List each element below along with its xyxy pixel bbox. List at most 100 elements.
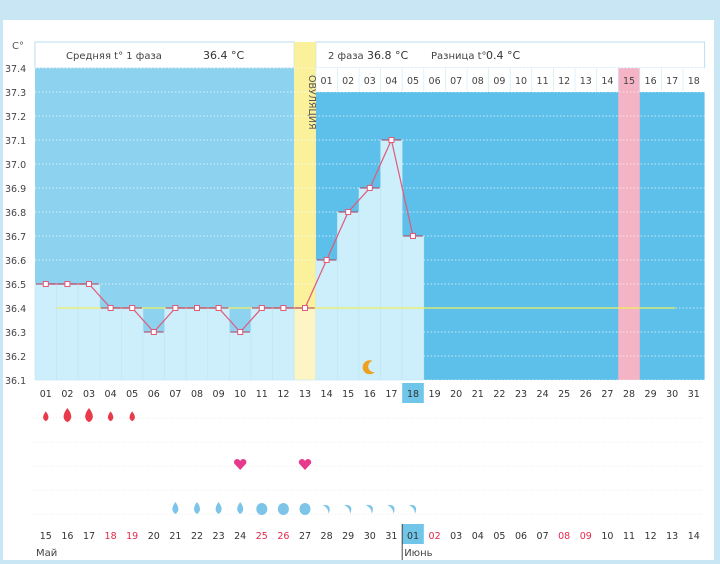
temperature-point[interactable]: [215, 305, 222, 311]
calendar-date-label: 24: [234, 531, 246, 542]
temperature-bar: [56, 283, 79, 381]
calendar-date-label: 21: [169, 531, 181, 542]
y-tick-label: 37.2: [5, 112, 26, 123]
temperature-point[interactable]: [172, 305, 179, 311]
calendar-date-label: 08: [558, 531, 570, 542]
cycle-day-label: 03: [83, 389, 95, 400]
discharge-drop-icon: [194, 502, 200, 514]
cycle-day-label: 29: [645, 389, 657, 400]
highlight-day-column: [618, 68, 640, 380]
calendar-date-label: 02: [429, 531, 441, 542]
temperature-bar: [164, 307, 187, 381]
temperature-bar: [207, 307, 230, 381]
phase2-average-label: 2 фаза: [328, 51, 364, 62]
calendar-date-label: 25: [256, 531, 268, 542]
temperature-point[interactable]: [366, 185, 373, 191]
temperature-bar: [337, 211, 360, 381]
calendar-date-label: 09: [580, 531, 592, 542]
temperature-bar: [77, 283, 101, 381]
cycle-day-label: 02: [61, 389, 73, 400]
cycle-day-label: 31: [688, 389, 700, 400]
cycle-day-label: 21: [472, 389, 484, 400]
cycle-day-label: 20: [450, 389, 462, 400]
y-tick-label: 36.6: [5, 256, 26, 267]
cycle-day-label: 07: [169, 389, 181, 400]
temperature-point[interactable]: [258, 305, 265, 311]
discharge-hook-icon: [322, 504, 330, 514]
temperature-bar: [358, 187, 381, 381]
temperature-point[interactable]: [64, 281, 71, 287]
cycle-day-label: 26: [580, 389, 592, 400]
temperature-bar: [121, 307, 144, 381]
cycle-day-label: 16: [364, 389, 376, 400]
temperature-point[interactable]: [302, 305, 308, 311]
calendar-date-label: 07: [537, 531, 549, 542]
temperature-point[interactable]: [194, 305, 200, 311]
calendar-date-label: 19: [126, 531, 138, 542]
cycle-day-label: 01: [40, 389, 52, 400]
calendar-date-label: 18: [105, 531, 117, 542]
calendar-date-label: 30: [364, 531, 376, 542]
cycle-day-label: 30: [666, 389, 678, 400]
y-tick-label: 36.3: [5, 328, 26, 339]
cycle-day-label: 17: [385, 389, 397, 400]
calendar-date-label: 23: [213, 531, 225, 542]
temperature-point[interactable]: [323, 257, 330, 263]
temperature-point[interactable]: [129, 305, 136, 311]
period-drop-icon: [107, 411, 114, 422]
calendar-date-label: 28: [321, 531, 333, 542]
discharge-hook-icon: [409, 504, 417, 514]
y-tick-label: 36.7: [5, 232, 26, 243]
cycle-day-label: 05: [126, 389, 138, 400]
month-label-current: Май: [36, 548, 57, 559]
temperature-point[interactable]: [86, 281, 92, 287]
y-axis-unit: C°: [12, 41, 24, 52]
phase2-day-label: 05: [407, 76, 419, 87]
calendar-date-label: 17: [83, 531, 95, 542]
cycle-day-label: 23: [515, 389, 527, 400]
cycle-day-label: 14: [321, 389, 333, 400]
calendar-date-label: 27: [299, 531, 311, 542]
temperature-point[interactable]: [410, 233, 416, 239]
temperature-line: [45, 138, 414, 333]
temperature-point[interactable]: [388, 137, 395, 143]
phase2-day-label: 02: [342, 76, 354, 87]
heart-icon: [298, 459, 312, 470]
temperature-point[interactable]: [42, 281, 49, 287]
temperature-point[interactable]: [107, 305, 114, 311]
phase1-average-value: 36.4 °C: [203, 49, 244, 62]
cycle-day-label: 22: [493, 389, 505, 400]
temperature-point[interactable]: [150, 329, 157, 335]
temperature-bar: [185, 307, 209, 381]
calendar-date-label: 20: [148, 531, 160, 542]
temperature-bar: [250, 307, 273, 381]
cycle-day-label: 06: [148, 389, 160, 400]
discharge-blob-icon: [277, 503, 289, 515]
period-drop-icon: [129, 411, 135, 422]
cycle-day-label: 15: [342, 389, 354, 400]
calendar-date-label: 29: [342, 531, 354, 542]
cycle-day-label: 13: [299, 389, 311, 400]
temperature-point[interactable]: [280, 305, 287, 311]
y-tick-label: 37.0: [5, 160, 26, 171]
phase2-day-label: 07: [450, 76, 462, 87]
phase2-day-label: 16: [645, 76, 657, 87]
calendar-date-label: 14: [688, 531, 700, 542]
calendar-date-label: 16: [61, 531, 73, 542]
cycle-day-label: 28: [623, 389, 635, 400]
phase2-header: [315, 41, 706, 69]
cycle-day-label: 27: [601, 389, 613, 400]
period-drop-icon: [43, 411, 49, 422]
temperature-bar: [34, 283, 57, 381]
phase2-day-label: 15: [623, 76, 635, 87]
period-drop-icon: [85, 408, 93, 423]
y-tick-label: 36.8: [5, 208, 26, 219]
discharge-blob-icon: [299, 503, 311, 515]
discharge-drop-icon: [237, 502, 244, 514]
temperature-point[interactable]: [345, 209, 352, 215]
calendar-date-label: 11: [623, 531, 635, 542]
y-tick-label: 36.9: [5, 184, 26, 195]
discharge-drop-icon: [172, 502, 179, 514]
temperature-point[interactable]: [237, 329, 244, 335]
phase2-day-label: 18: [688, 76, 700, 87]
